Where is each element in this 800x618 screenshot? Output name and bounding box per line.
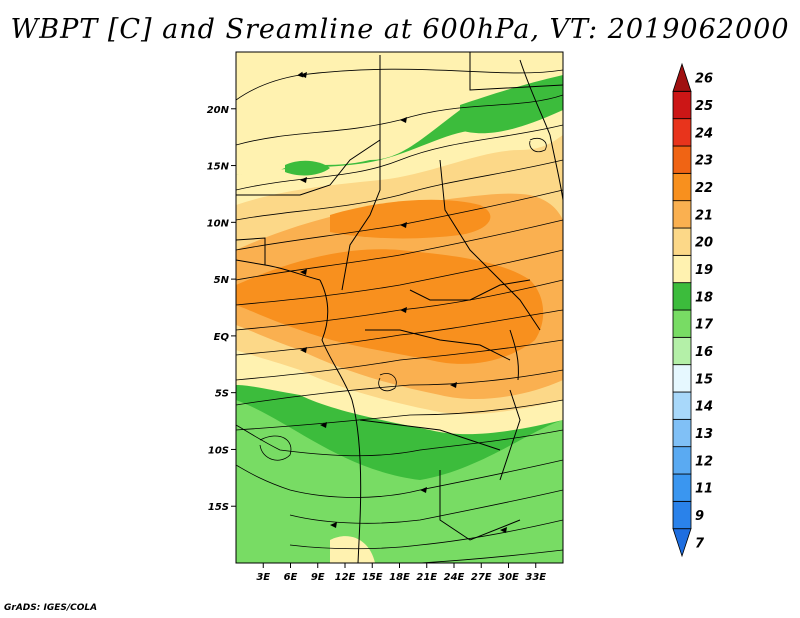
wbpt-field-22c-north	[330, 199, 491, 239]
colorbar-swatch	[672, 254, 692, 284]
colorbar-label: 14	[695, 400, 713, 415]
lat-tick-label: 10N	[207, 218, 230, 229]
colorbar-lower-arrow	[672, 528, 692, 558]
colorbar-label: 9	[695, 509, 704, 524]
colorbar-swatch	[672, 172, 692, 202]
colorbar-label: 22	[695, 181, 713, 196]
lat-tick-label: EQ	[214, 332, 230, 343]
lon-tick-label: 27E	[471, 572, 492, 583]
colorbar-swatch	[672, 391, 692, 420]
wbpt-field-lightgreen	[236, 400, 563, 563]
lat-tick-label: 5S	[215, 389, 229, 400]
colorbar-label: 23	[695, 154, 713, 169]
longitude-axis: 3E 6E 9E 12E 15E 18E 21E 24E 27E 30E 33E	[256, 563, 546, 583]
lon-tick-label: 21E	[416, 572, 437, 583]
lat-tick-label: 5N	[214, 275, 230, 286]
lon-tick-label: 24E	[444, 572, 465, 583]
colorbar-label: 13	[695, 427, 713, 442]
colorbar-label: 15	[695, 372, 713, 387]
country-borders	[236, 52, 563, 563]
colorbar-label: 25	[695, 99, 713, 114]
colorbar-label: 11	[695, 482, 713, 497]
colorbar-swatch	[672, 446, 692, 475]
colorbar-label: 16	[695, 345, 713, 360]
lon-tick-label: 30E	[498, 572, 519, 583]
lat-tick-label: 10S	[208, 445, 229, 456]
lon-tick-label: 6E	[284, 572, 298, 583]
colorbar-label: 7	[695, 536, 705, 551]
grads-credit: GrADS: IGES/COLA	[4, 603, 98, 613]
lon-tick-label: 12E	[335, 572, 356, 583]
colorbar-label: 19	[695, 263, 713, 278]
colorbar-swatch	[672, 336, 692, 366]
colorbar-label: 20	[695, 236, 713, 251]
colorbar-swatch	[672, 145, 692, 174]
colorbar-label: 18	[695, 290, 713, 305]
colorbar-swatch	[672, 90, 692, 120]
lon-tick-label: 33E	[525, 572, 546, 583]
colorbar-label: 17	[695, 318, 714, 333]
lon-tick-label: 18E	[389, 572, 410, 583]
streamline-arrows	[300, 72, 507, 533]
streamlines	[236, 68, 563, 563]
lat-tick-label: 20N	[207, 105, 230, 116]
colorbar-label: 26	[695, 72, 713, 87]
lon-tick-label: 15E	[362, 572, 383, 583]
lon-tick-label: 3E	[256, 572, 270, 583]
colorbar-swatch	[672, 418, 692, 448]
map-title: WBPT [C] and Sreamline at 600hPa, VT: 20…	[10, 14, 790, 45]
colorbar-label: 21	[695, 208, 713, 223]
colorbar-label: 24	[695, 126, 713, 141]
lat-tick-label: 15N	[207, 162, 230, 173]
lat-tick-label: 15S	[208, 502, 229, 513]
colorbar-swatch	[672, 118, 692, 147]
wbpt-field-19c-spot	[330, 536, 375, 563]
colorbar-swatch	[672, 500, 692, 530]
wbpt-field-green-patch-2	[285, 160, 330, 176]
colorbar-swatch	[672, 309, 692, 338]
colorbar-upper-arrow	[672, 62, 692, 92]
wbpt-field-19c	[236, 52, 563, 175]
colorbar-swatch	[672, 473, 692, 502]
colorbar-swatch	[672, 227, 692, 256]
colorbar-swatch	[672, 282, 692, 311]
colorbar-swatch	[672, 364, 692, 393]
latitude-axis: 20N 15N 10N 5N EQ 5S 10S 15S	[207, 105, 236, 513]
colorbar-swatch	[672, 200, 692, 229]
lon-tick-label: 9E	[311, 572, 325, 583]
colorbar-label: 12	[695, 454, 713, 469]
